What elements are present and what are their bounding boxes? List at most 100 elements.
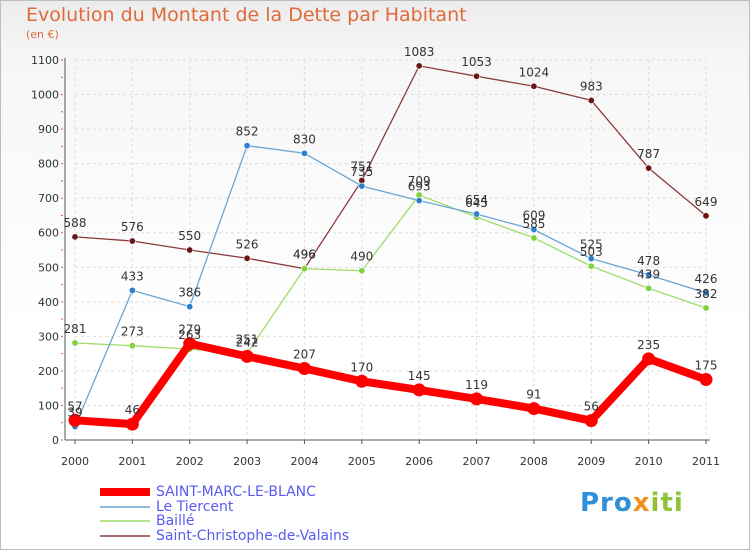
data-point xyxy=(68,413,82,427)
data-point xyxy=(587,262,595,270)
y-tick-label: 900 xyxy=(38,123,59,136)
label-layer: 57 46 279 242 207 170 145 119 91 56 235 175 39 433 386… xyxy=(64,45,718,420)
data-point xyxy=(530,82,538,90)
x-tick-label: 2003 xyxy=(233,455,261,468)
data-point xyxy=(186,246,194,254)
data-label: 207 xyxy=(293,347,316,361)
x-tick-label: 2004 xyxy=(290,455,318,468)
y-tick-label: 700 xyxy=(38,192,59,205)
x-tick-label: 2008 xyxy=(520,455,548,468)
x-tick-label: 2010 xyxy=(635,455,663,468)
data-label: 478 xyxy=(637,254,660,268)
y-tick-label: 300 xyxy=(38,330,59,343)
legend-label: SAINT-MARC-LE-BLANC xyxy=(156,484,316,500)
legend-label: Saint-Christophe-de-Valains xyxy=(156,527,350,544)
data-point xyxy=(243,254,251,262)
data-label: 645 xyxy=(465,196,488,210)
data-point xyxy=(530,226,538,234)
data-label: 119 xyxy=(465,378,488,392)
data-point xyxy=(183,337,197,351)
data-point xyxy=(642,352,656,366)
data-label: 170 xyxy=(350,360,373,374)
x-tick-label: 2009 xyxy=(577,455,605,468)
axis-layer: 0 100 200 300 400 500 600 700 800 900 1000 1100 2000… xyxy=(31,54,720,468)
data-label: 496 xyxy=(293,248,316,262)
chart-subtitle: (en €) xyxy=(26,28,59,41)
data-label: 57 xyxy=(67,399,82,413)
legend-swatch xyxy=(100,535,150,537)
data-point xyxy=(473,210,481,218)
y-tick-label: 1000 xyxy=(31,89,59,102)
data-label: 735 xyxy=(350,165,373,179)
data-point xyxy=(358,267,366,275)
data-label: 91 xyxy=(526,388,541,402)
legend-item-saint-marc-le-blanc: SAINT-MARC-LE-BLANC xyxy=(100,485,349,500)
data-label: 550 xyxy=(178,229,201,243)
legend-item-baille: Baillé xyxy=(100,514,349,529)
x-tick-label: 2007 xyxy=(463,455,491,468)
data-label: 585 xyxy=(522,217,545,231)
y-tick-label: 600 xyxy=(38,227,59,240)
data-point xyxy=(300,149,308,157)
data-label: 56 xyxy=(584,400,599,414)
data-point xyxy=(702,212,710,220)
data-label: 496 xyxy=(293,248,316,262)
y-tick-label: 0 xyxy=(52,434,59,447)
data-label: 386 xyxy=(178,286,201,300)
data-point xyxy=(587,255,595,263)
data-point xyxy=(240,349,254,363)
x-tick-label: 2006 xyxy=(405,455,433,468)
data-label: 751 xyxy=(350,160,373,174)
data-label: 576 xyxy=(121,220,144,234)
legend-item-saint-christophe-de-valains: Saint-Christophe-de-Valains xyxy=(100,527,350,544)
data-label: 983 xyxy=(580,79,603,93)
data-point xyxy=(128,342,136,350)
y-tick-label: 500 xyxy=(38,261,59,274)
data-point xyxy=(415,62,423,70)
data-point xyxy=(243,142,251,150)
legend-swatch xyxy=(100,506,150,508)
data-point xyxy=(584,414,598,428)
y-tick-label: 800 xyxy=(38,158,59,171)
data-label: 382 xyxy=(695,287,718,301)
data-label: 281 xyxy=(64,322,87,336)
data-label: 525 xyxy=(580,238,603,252)
data-label: 426 xyxy=(695,272,718,286)
data-label: 273 xyxy=(121,325,144,339)
data-label: 588 xyxy=(64,216,87,230)
data-label: 39 xyxy=(67,406,82,420)
data-label: 654 xyxy=(465,193,488,207)
data-point xyxy=(470,392,484,406)
data-label: 649 xyxy=(695,195,718,209)
legend-label: Baillé xyxy=(156,513,195,529)
x-tick-label: 2005 xyxy=(348,455,376,468)
data-label: 251 xyxy=(236,332,259,346)
data-label: 787 xyxy=(637,147,660,161)
data-label: 433 xyxy=(121,269,144,283)
data-point xyxy=(702,289,710,297)
data-point xyxy=(128,237,136,245)
data-label: 693 xyxy=(408,180,431,194)
data-label: 1083 xyxy=(404,45,435,59)
y-tick-label: 400 xyxy=(38,296,59,309)
series-line-2 xyxy=(74,194,707,354)
series-line-0 xyxy=(71,339,710,429)
data-label: 526 xyxy=(236,237,259,251)
data-point xyxy=(415,197,423,205)
data-point xyxy=(645,164,653,172)
x-tick-label: 2000 xyxy=(61,455,89,468)
data-label: 46 xyxy=(125,403,140,417)
series-layer xyxy=(68,62,713,431)
legend-swatch xyxy=(100,488,150,497)
data-point xyxy=(125,417,139,431)
data-label: 263 xyxy=(178,328,201,342)
data-point xyxy=(128,286,136,294)
data-label: 242 xyxy=(236,335,259,349)
legend-item-le-tiercent: Le Tiercent xyxy=(100,499,349,515)
legend-swatch xyxy=(100,520,150,522)
data-point xyxy=(530,234,538,242)
y-tick-label: 200 xyxy=(38,365,59,378)
data-point xyxy=(71,339,79,347)
proxiti-logo: Proxiti xyxy=(580,488,684,518)
